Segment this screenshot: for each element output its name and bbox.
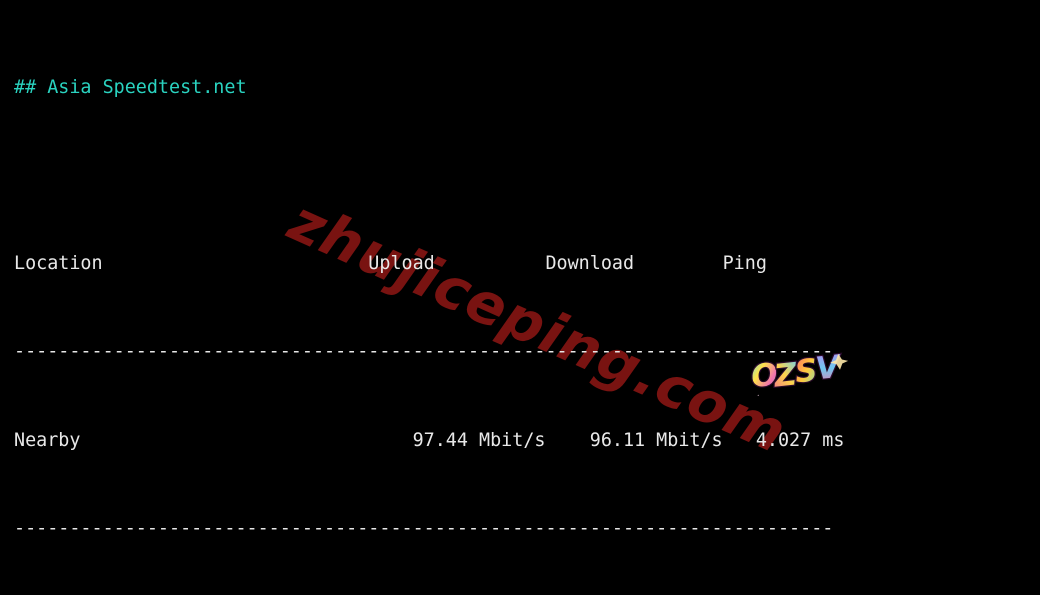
separator-middle: ----------------------------------------… [14, 517, 834, 539]
table-header-row: Location Upload Download Ping [14, 253, 767, 275]
spacer-line [14, 161, 1040, 190]
page-title: ## Asia Speedtest.net [14, 76, 247, 98]
table-row-nearby: Nearby 97.44 Mbit/s 96.11 Mbit/s 4.027 m… [14, 429, 845, 451]
separator-top: ----------------------------------------… [14, 341, 834, 363]
